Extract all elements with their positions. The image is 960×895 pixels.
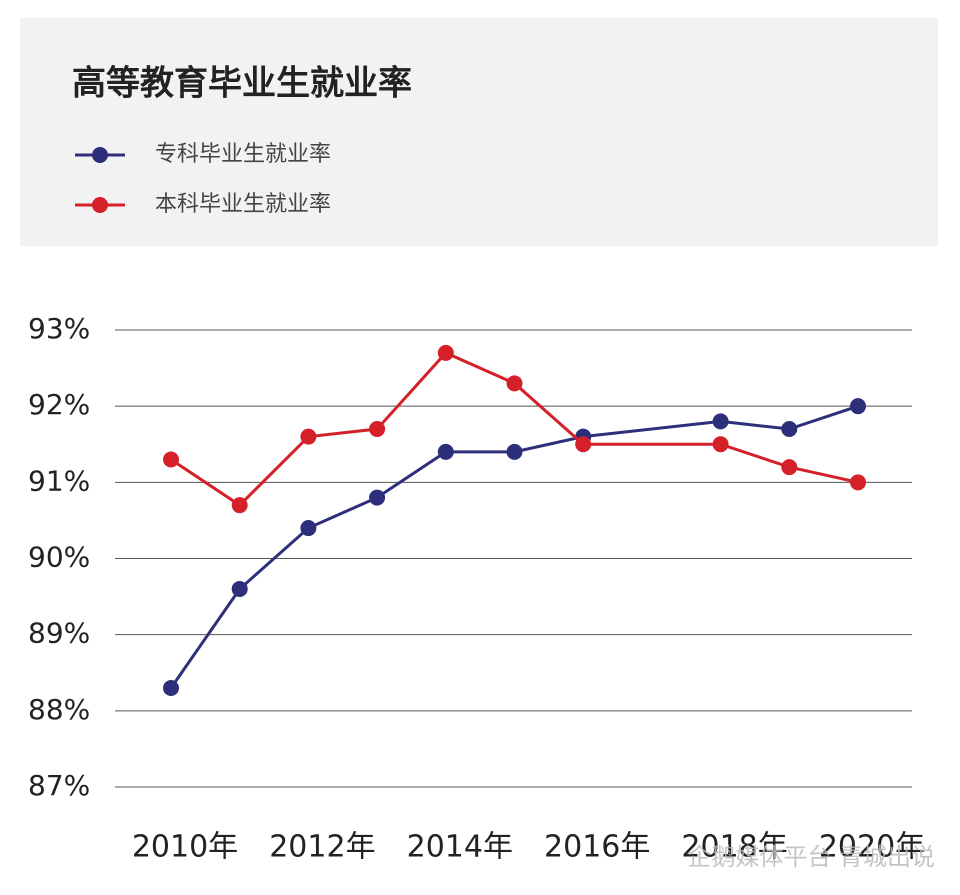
data-point xyxy=(369,489,386,506)
legend-label: 本科毕业生就业率 xyxy=(155,192,331,217)
data-point xyxy=(506,375,523,392)
watermark: 企鹅媒体平台 青城出说 xyxy=(687,843,935,871)
y-tick-label: 87% xyxy=(28,769,90,802)
data-point xyxy=(575,436,592,453)
legend-marker xyxy=(92,197,108,213)
data-point xyxy=(850,398,866,415)
x-tick-label: 2018年 xyxy=(681,830,787,865)
data-point xyxy=(712,436,729,453)
data-point xyxy=(369,421,386,438)
data-point xyxy=(781,421,798,438)
data-point xyxy=(231,497,248,514)
chart-title: 高等教育毕业生就业率 xyxy=(72,64,412,104)
header-panel xyxy=(20,18,938,246)
data-point xyxy=(231,580,248,597)
data-point xyxy=(300,428,317,445)
x-tick-label: 2010年 xyxy=(132,830,238,865)
y-tick-label: 90% xyxy=(28,541,90,574)
data-point xyxy=(781,459,798,476)
y-tick-label: 92% xyxy=(28,388,90,421)
y-tick-label: 88% xyxy=(28,693,90,726)
x-tick-label: 2014年 xyxy=(407,830,513,865)
series-line xyxy=(169,404,859,689)
legend-marker xyxy=(92,147,108,163)
data-point xyxy=(300,520,317,537)
data-point xyxy=(163,451,179,468)
x-tick-label: 2012年 xyxy=(269,830,375,865)
y-tick-label: 89% xyxy=(28,617,90,650)
data-point xyxy=(163,679,179,696)
x-tick-label: 2016年 xyxy=(544,830,650,865)
y-tick-label: 93% xyxy=(28,312,90,345)
data-point xyxy=(437,344,454,361)
series-line xyxy=(170,351,859,508)
data-point xyxy=(506,443,523,460)
data-point xyxy=(712,413,729,430)
legend-label: 专科毕业生就业率 xyxy=(155,142,331,167)
y-tick-label: 91% xyxy=(28,464,90,497)
x-tick-label: 2020年 xyxy=(819,830,925,865)
data-point xyxy=(850,474,866,491)
data-point xyxy=(437,443,454,460)
